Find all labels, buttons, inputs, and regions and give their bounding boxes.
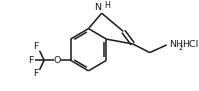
Text: F: F [28, 56, 34, 65]
Text: F: F [33, 42, 38, 51]
Text: F: F [33, 69, 38, 78]
Text: NH: NH [170, 40, 183, 49]
Text: H: H [104, 1, 110, 10]
Text: O: O [54, 56, 61, 65]
Text: N: N [94, 3, 101, 12]
Text: 2: 2 [179, 45, 183, 51]
Text: HCl: HCl [182, 40, 198, 49]
